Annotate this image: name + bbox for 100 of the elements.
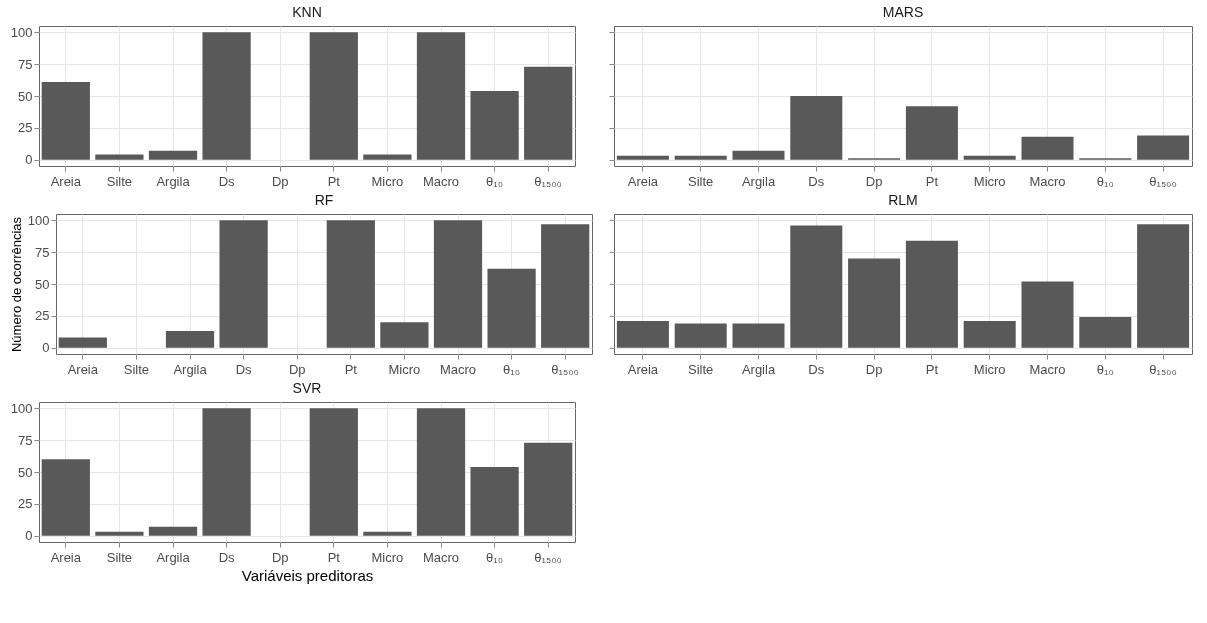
bar (1079, 317, 1132, 348)
x-tick-label: θ₁₅₀₀ (551, 361, 580, 377)
bar (326, 220, 375, 348)
x-tick-label: Areia (627, 173, 659, 189)
bar (380, 322, 429, 348)
chart-title: RLM (888, 192, 918, 208)
bar (95, 531, 144, 536)
x-tick-label: Areia (627, 361, 659, 377)
y-tick-label: 0 (25, 152, 33, 168)
bar (470, 90, 519, 160)
x-tick-label: θ₁₅₀₀ (534, 173, 563, 189)
bar (487, 268, 536, 348)
x-tick-label: θ₁₀ (503, 361, 521, 377)
bar (433, 220, 483, 348)
bar (524, 442, 573, 536)
x-tick-label: Dp (865, 173, 883, 189)
x-tick-label: Dp (271, 173, 289, 189)
x-tick-label: Areia (50, 549, 82, 565)
bar (309, 408, 358, 536)
bar (148, 526, 198, 536)
bar (309, 32, 358, 160)
bar (732, 150, 785, 160)
chart-title: RF (314, 192, 334, 208)
bar (1137, 135, 1190, 160)
bar (905, 106, 958, 160)
y-tick-label: 50 (18, 464, 33, 480)
y-tick-label: 100 (10, 400, 33, 416)
y-tick-label: 50 (18, 88, 33, 104)
y-tick-label: 0 (42, 340, 50, 356)
bar (732, 323, 785, 348)
y-tick-label: 75 (18, 56, 33, 72)
x-tick-label: θ₁₀ (1096, 361, 1114, 377)
x-tick-label: Micro (388, 361, 421, 377)
x-tick-label: Ds (235, 361, 253, 377)
x-tick-label: Silte (123, 361, 150, 377)
x-tick-label: θ₁₅₀₀ (534, 549, 563, 565)
bar (1021, 281, 1074, 348)
x-tick-label: Argila (156, 549, 191, 565)
bar (674, 155, 727, 160)
bar (790, 225, 843, 348)
bar (95, 154, 144, 160)
x-tick-label: Pt (925, 173, 939, 189)
y-tick-label: 75 (18, 432, 33, 448)
bar (848, 258, 901, 348)
x-tick-label: θ₁₀ (486, 173, 504, 189)
bar (41, 459, 90, 536)
x-tick-label: Argila (741, 361, 776, 377)
y-tick-label: 75 (35, 244, 50, 260)
bar (470, 466, 519, 536)
x-tick-label: Macro (1029, 173, 1066, 189)
bar (1021, 136, 1074, 160)
bar (541, 224, 590, 348)
x-tick-label: Silte (688, 173, 714, 189)
x-tick-label: Micro (973, 361, 1006, 377)
x-tick-label: Dp (288, 361, 306, 377)
y-tick-label: 25 (18, 120, 33, 136)
x-tick-label: Argila (173, 361, 208, 377)
bar (524, 66, 573, 160)
bar (416, 408, 466, 536)
bar (202, 408, 251, 536)
chart-title: MARS (882, 4, 924, 20)
x-tick-label: Pt (327, 549, 341, 565)
bar (905, 240, 958, 348)
bar (1137, 224, 1190, 348)
x-tick-label: Pt (344, 361, 358, 377)
x-tick-label: Micro (371, 173, 404, 189)
x-axis-title: Variáveis preditoras (241, 566, 374, 584)
bar (963, 320, 1016, 348)
y-tick-label: 25 (35, 308, 50, 324)
x-tick-label: θ₁₅₀₀ (1149, 173, 1177, 189)
x-tick-label: θ₁₀ (1096, 173, 1114, 189)
bar (165, 331, 215, 348)
y-tick-label: 100 (10, 24, 33, 40)
x-tick-label: Silte (106, 549, 133, 565)
x-tick-label: Argila (156, 173, 191, 189)
x-tick-label: Pt (925, 361, 939, 377)
bar (219, 220, 268, 348)
bar (363, 154, 412, 160)
y-tick-label: 0 (25, 528, 33, 544)
bar (202, 32, 251, 160)
x-tick-label: Dp (865, 361, 883, 377)
bar (41, 82, 90, 160)
bar (416, 32, 466, 160)
x-tick-label: Ds (218, 549, 236, 565)
y-axis-title: Número de ocorrências (8, 216, 24, 353)
bar (674, 323, 727, 348)
bar (58, 337, 107, 348)
bar (616, 320, 669, 348)
x-tick-label: θ₁₀ (486, 549, 504, 565)
x-tick-label: Pt (327, 173, 341, 189)
x-tick-label: θ₁₅₀₀ (1149, 361, 1177, 377)
bar (616, 155, 669, 160)
x-tick-label: Areia (67, 361, 99, 377)
x-tick-label: Ds (808, 173, 825, 189)
y-tick-label: 25 (18, 496, 33, 512)
x-tick-label: Macro (1029, 361, 1066, 377)
chart-title: SVR (292, 380, 322, 396)
x-tick-label: Silte (106, 173, 133, 189)
x-tick-label: Macro (439, 361, 477, 377)
x-tick-label: Micro (973, 173, 1006, 189)
